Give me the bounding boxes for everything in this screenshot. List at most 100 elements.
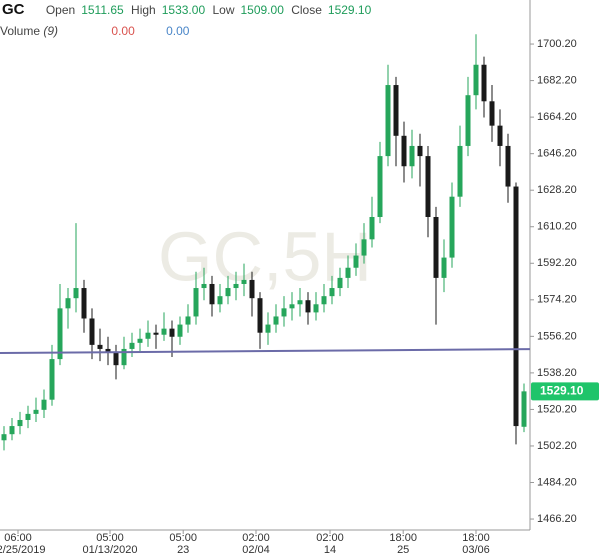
candle-body — [241, 279, 247, 284]
candle-body — [321, 296, 327, 305]
candle-body — [505, 145, 511, 187]
y-tick-label: 1610.20 — [537, 221, 577, 233]
y-tick-label: 1574.20 — [537, 294, 577, 306]
y-tick-label: 1682.20 — [537, 74, 577, 86]
candle-body — [121, 348, 127, 366]
candle-body — [113, 352, 119, 366]
candle-body — [41, 399, 47, 410]
candle-body — [129, 342, 135, 349]
candle-body — [281, 308, 287, 317]
candle-body — [9, 426, 15, 435]
candle-body — [497, 125, 503, 146]
open-value: 1511.65 — [81, 3, 124, 17]
candle-body — [481, 64, 487, 102]
low-value: 1509.00 — [240, 3, 284, 17]
y-tick-label: 1592.20 — [537, 257, 577, 269]
candle-body — [417, 145, 423, 157]
candle-body — [393, 85, 399, 136]
y-tick-label: 1466.20 — [537, 513, 577, 525]
candle-body — [297, 300, 303, 305]
x-tick-label: 06:00 — [4, 532, 32, 544]
header: GC Open 1511.65 High 1533.00 Low 1509.00 Cl… — [0, 0, 375, 42]
candle-body — [353, 255, 359, 268]
candle-body — [377, 156, 383, 217]
volume-period: (9) — [43, 24, 59, 38]
candle-body — [25, 413, 31, 420]
x-tick-label: 18:00 — [462, 532, 490, 544]
candle-body — [169, 328, 175, 337]
trend-line — [0, 348, 531, 354]
candle-body — [217, 296, 223, 305]
candle-body — [305, 300, 311, 313]
candle-body — [489, 101, 495, 126]
candle-body — [265, 324, 271, 333]
candle-body — [289, 304, 295, 309]
y-tick-label: 1538.20 — [537, 367, 577, 379]
close-value: 1529.10 — [327, 3, 372, 17]
candle-body — [233, 283, 239, 289]
x-tick-label: 02:00 — [242, 532, 270, 544]
candle-body — [457, 145, 463, 197]
y-tick-label: 1556.20 — [537, 330, 577, 342]
candle-body — [137, 338, 143, 343]
x-tick-date: 23 — [177, 544, 189, 556]
candle-body — [161, 328, 167, 335]
candle-body — [1, 434, 7, 441]
x-tick-date: 02/04 — [242, 544, 270, 556]
candle-body — [209, 283, 215, 305]
candle-body — [257, 298, 263, 333]
y-tick-label: 1664.20 — [537, 111, 577, 123]
candle-body — [17, 419, 23, 427]
volume-label: Volume — [0, 24, 41, 38]
volume-value: 0.00 — [111, 24, 135, 38]
x-tick-label: 02:00 — [316, 532, 344, 544]
volume-row: Volume (9) 0.00 0.00 — [0, 21, 375, 42]
candle-body — [465, 95, 471, 146]
high-value: 1533.00 — [161, 3, 206, 17]
high-label: High — [131, 3, 156, 17]
candle-body — [273, 316, 279, 325]
candle-body — [449, 196, 455, 258]
candle-body — [369, 216, 375, 240]
y-tick-label: 1484.20 — [537, 476, 577, 488]
x-tick-date: 03/06 — [462, 544, 490, 556]
candle-body — [73, 288, 79, 299]
candle-body — [105, 348, 111, 353]
candle-body — [329, 288, 335, 297]
watermark: GC,5H — [158, 217, 372, 295]
x-tick-date: 25 — [397, 544, 409, 556]
candle-body — [153, 332, 159, 335]
x-tick-label: 05:00 — [169, 532, 197, 544]
y-tick-label: 1646.20 — [537, 148, 577, 160]
candle-body — [57, 308, 63, 360]
candle-body — [361, 239, 367, 256]
x-tick-label: 05:00 — [96, 532, 124, 544]
candle-body — [89, 318, 95, 345]
candle-body — [401, 135, 407, 167]
candle-body — [409, 145, 415, 167]
candle-body — [81, 288, 87, 319]
x-tick-label: 18:00 — [389, 532, 417, 544]
candle-body — [521, 391, 527, 427]
candle-body — [345, 267, 351, 278]
candle-body — [433, 216, 439, 278]
candle-body — [337, 277, 343, 289]
y-tick-label: 1520.20 — [537, 403, 577, 415]
candle-body — [33, 409, 39, 414]
low-label: Low — [212, 3, 235, 17]
candle-body — [185, 316, 191, 325]
candle-body — [97, 344, 103, 349]
candle-body — [225, 288, 231, 297]
last-price-label: 1529.10 — [540, 384, 584, 398]
symbol: GC — [2, 1, 25, 18]
candle-body — [193, 288, 199, 317]
candle-body — [425, 156, 431, 217]
y-tick-label: 1628.20 — [537, 184, 577, 196]
candle-body — [441, 257, 447, 278]
x-tick-date: 01/13/2020 — [82, 544, 137, 556]
candle-body — [385, 85, 391, 157]
candle-body — [249, 279, 255, 299]
y-tick-label: 1700.20 — [537, 38, 577, 50]
